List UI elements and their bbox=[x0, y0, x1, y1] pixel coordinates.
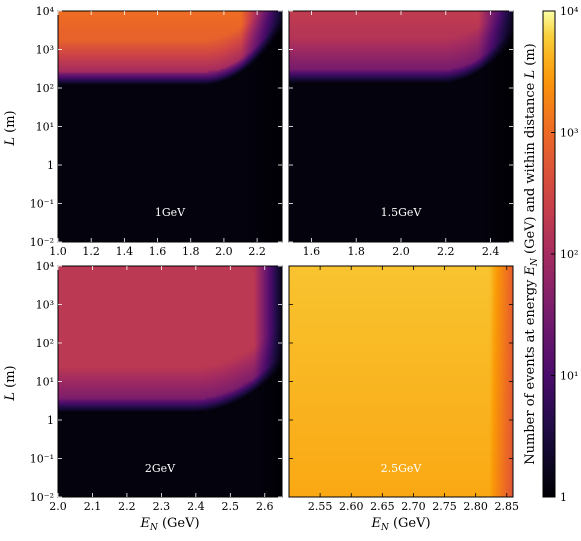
colorbar-label: Number of events at energy EN (GeV) and … bbox=[523, 43, 540, 464]
y-tick-label: 10² bbox=[36, 82, 54, 95]
x-tick-label: 1.2 bbox=[82, 245, 100, 258]
x-tick-label: 2.2 bbox=[248, 245, 266, 258]
x-tick-label: 1.4 bbox=[116, 245, 134, 258]
colorbar-tick-label: 10¹ bbox=[560, 370, 578, 383]
y-tick-label: 10⁴ bbox=[36, 5, 55, 18]
x-tick-label: 2.55 bbox=[308, 500, 333, 513]
x-tick-label: 1.0 bbox=[49, 245, 67, 258]
y-tick-label: 1 bbox=[47, 414, 54, 427]
panel-1-xticks: 1.0 1.2 1.4 1.6 1.8 2.0 2.2 bbox=[49, 11, 266, 258]
x-tick-label: 2.0 bbox=[392, 245, 410, 258]
x-tick-label: 2.2 bbox=[437, 245, 455, 258]
y-tick-label: 10⁻² bbox=[30, 491, 54, 504]
x-tick-label: 1.6 bbox=[149, 245, 167, 258]
y-tick-label: 10⁻¹ bbox=[30, 453, 54, 466]
y-tick-label: 10¹ bbox=[36, 376, 54, 389]
x-tick-label: 2.3 bbox=[153, 500, 171, 513]
y-tick-label: 1 bbox=[47, 159, 54, 172]
x-tick-label: 2.6 bbox=[256, 500, 274, 513]
panel-2: 1.5GeV 1.6 1.8 2.0 2.2 2.4 bbox=[288, 10, 514, 258]
y-axis-label-top: L (m) bbox=[3, 110, 18, 146]
x-axis-label-left: EN (GeV) bbox=[139, 516, 199, 533]
colorbar-tick-label: 10³ bbox=[560, 127, 578, 140]
panel-3-yticks: 10⁻² 10⁻¹ 1 10¹ 10² 10³ 10⁴ bbox=[30, 260, 282, 504]
heatmap-1 bbox=[58, 11, 282, 242]
x-tick-label: 2.4 bbox=[187, 500, 205, 513]
x-tick-label: 2.2 bbox=[118, 500, 136, 513]
panel-4-xticks: 2.55 2.60 2.65 2.70 2.75 2.80 2.85 bbox=[308, 266, 519, 513]
colorbar-tick-label: 10⁴ bbox=[560, 5, 579, 18]
colorbar-tick-label: 10² bbox=[560, 248, 578, 261]
x-tick-label: 2.0 bbox=[49, 500, 67, 513]
colorbar-ticks: 1 10¹ 10² 10³ 10⁴ bbox=[551, 5, 579, 504]
x-tick-label: 2.60 bbox=[339, 500, 364, 513]
panel-4-yticks bbox=[289, 265, 513, 498]
panel-2-label: 1.5GeV bbox=[381, 206, 423, 219]
colorbar-tick-label: 1 bbox=[560, 491, 567, 504]
y-axis-label-bottom: L (m) bbox=[3, 365, 18, 401]
x-tick-label: 2.85 bbox=[495, 500, 520, 513]
x-axis-label-right: EN (GeV) bbox=[370, 516, 430, 533]
x-tick-label: 2.1 bbox=[84, 500, 102, 513]
x-tick-label: 2.4 bbox=[482, 245, 500, 258]
y-tick-label: 10⁻¹ bbox=[30, 198, 54, 211]
x-tick-label: 2.5 bbox=[222, 500, 240, 513]
heatmap-2 bbox=[289, 11, 513, 242]
heatmap-3 bbox=[58, 266, 282, 497]
panel-3-xticks: 2.0 2.1 2.2 2.3 2.4 2.5 2.6 bbox=[49, 266, 274, 513]
y-tick-label: 10⁻² bbox=[30, 236, 54, 249]
x-tick-label: 1.8 bbox=[347, 245, 365, 258]
x-tick-label: 2.75 bbox=[432, 500, 457, 513]
x-tick-label: 2.0 bbox=[215, 245, 233, 258]
panel-2-yticks bbox=[289, 10, 513, 243]
y-tick-label: 10⁴ bbox=[36, 260, 55, 273]
heatmap-4 bbox=[289, 266, 513, 497]
panel-1-yticks: 10⁻² 10⁻¹ 1 10¹ 10² 10³ 10⁴ bbox=[30, 5, 282, 249]
colorbar: 1 10¹ 10² 10³ 10⁴ Number of events at energy… bbox=[523, 5, 579, 504]
x-tick-label: 1.8 bbox=[182, 245, 200, 258]
x-tick-label: 2.70 bbox=[401, 500, 426, 513]
x-tick-label: 1.6 bbox=[303, 245, 321, 258]
y-tick-label: 10³ bbox=[36, 44, 54, 57]
panel-4: 2.5GeV 2.55 2.60 2.65 2.70 2.75 2.80 2.85 bbox=[288, 265, 519, 513]
panel-1-label: 1GeV bbox=[155, 206, 186, 219]
y-tick-label: 10¹ bbox=[36, 121, 54, 134]
panel-2-xticks: 1.6 1.8 2.0 2.2 2.4 bbox=[303, 11, 500, 258]
panel-1: 1GeV 1.0 1.2 1.4 1.6 1.8 2.0 2.2 10⁻²10⁻¹110¹1… bbox=[30, 5, 283, 258]
x-tick-label: 2.65 bbox=[370, 500, 395, 513]
panel-4-label: 2.5GeV bbox=[381, 462, 423, 475]
y-tick-label: 10² bbox=[36, 337, 54, 350]
y-tick-label: 10³ bbox=[36, 299, 54, 312]
panel-3-label: 2GeV bbox=[145, 462, 176, 475]
x-tick-label: 2.80 bbox=[463, 500, 488, 513]
panel-3: 2GeV 2.0 2.1 2.2 2.3 2.4 2.5 2.6 10⁻²10⁻¹110¹1… bbox=[30, 260, 283, 513]
